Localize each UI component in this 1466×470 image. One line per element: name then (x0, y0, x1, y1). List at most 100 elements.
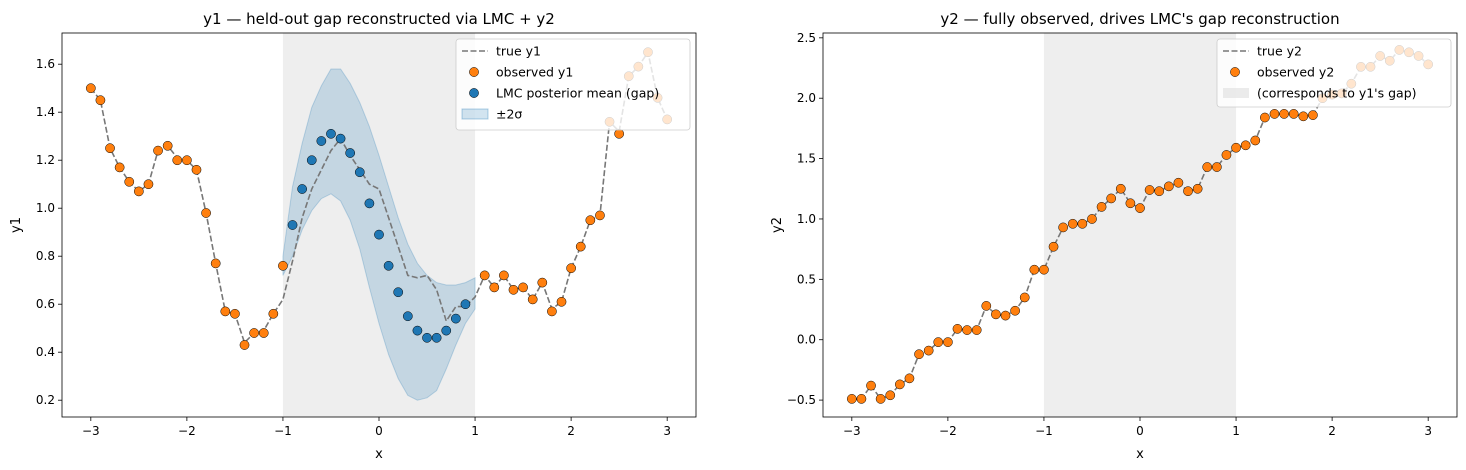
observed-point (875, 394, 886, 404)
y-tick-label: 1.4 (36, 105, 55, 119)
observed-point (1106, 193, 1117, 204)
observed-point (162, 140, 173, 151)
observed-point (614, 128, 625, 139)
observed-point (991, 309, 1001, 320)
observed-point (239, 340, 250, 350)
observed-point (846, 394, 857, 404)
observed-point (595, 210, 605, 221)
y-tick-label: 1.5 (797, 152, 816, 166)
lmc-mean-point (354, 167, 365, 178)
observed-point (1298, 111, 1309, 122)
observed-point (85, 83, 96, 94)
x-axis-label: x (1136, 447, 1144, 462)
observed-point (1058, 222, 1069, 233)
lmc-mean-point (287, 220, 298, 230)
lmc-mean-point (431, 332, 442, 343)
chart-title: y2 — fully observed, drives LMC's gap re… (940, 10, 1339, 28)
observed-point (182, 155, 192, 166)
observed-point (923, 345, 934, 356)
observed-point (153, 145, 163, 156)
y-tick-label: 1.6 (36, 57, 55, 71)
observed-point (943, 337, 953, 347)
y-tick-label: −0.5 (787, 393, 816, 407)
lmc-mean-point (374, 229, 384, 240)
x-tick-label: −3 (843, 424, 861, 438)
observed-point (1173, 177, 1184, 188)
lmc-mean-point (316, 136, 327, 146)
legend-label: ±2σ (496, 107, 522, 122)
observed-point (1154, 186, 1165, 197)
observed-point (1135, 203, 1145, 213)
observed-point (499, 270, 509, 281)
observed-point (258, 328, 269, 338)
observed-point (971, 325, 982, 335)
y-tick-label: 1.0 (797, 212, 816, 226)
legend-label: LMC posterior mean (gap) (496, 86, 659, 101)
observed-point (1010, 305, 1020, 316)
observed-point (1087, 214, 1097, 224)
observed-point (1221, 150, 1232, 160)
observed-point (1077, 218, 1088, 229)
legend: true y2 observed y2 (corresponds to y1's g… (1216, 38, 1452, 108)
observed-point (856, 394, 867, 404)
observed-point (191, 164, 202, 175)
observed-point (566, 263, 576, 274)
x-tick-label: −1 (1035, 424, 1053, 438)
y-tick-label: 1.0 (36, 201, 55, 215)
observed-point (1288, 109, 1299, 119)
y-tick-label: 0.4 (36, 345, 55, 359)
observed-point (1096, 202, 1107, 212)
observed-point (268, 308, 279, 319)
lmc-mean-point (383, 260, 394, 271)
observed-point (1144, 185, 1155, 195)
observed-point (527, 294, 538, 305)
observed-point (172, 155, 183, 166)
lmc-mean-point (306, 155, 317, 166)
x-tick-label: 1 (471, 424, 479, 438)
x-tick-label: 3 (1424, 424, 1432, 438)
observed-point (508, 284, 519, 295)
observed-point (201, 208, 211, 218)
observed-point (143, 179, 154, 190)
observed-point (249, 328, 259, 338)
observed-point (894, 379, 905, 390)
x-tick-label: −1 (274, 424, 292, 438)
observed-point (1240, 140, 1251, 151)
observed-point (1192, 183, 1203, 194)
observed-point (1250, 135, 1261, 146)
chart-title: y1 — held-out gap reconstructed via LMC … (203, 10, 555, 28)
observed-point (278, 260, 288, 271)
observed-point (885, 390, 896, 401)
lmc-mean-point (450, 313, 461, 324)
y-tick-label: 0.0 (797, 333, 816, 347)
observed-point (1211, 162, 1222, 172)
legend-label: true y1 (496, 44, 541, 59)
observed-point (585, 215, 596, 226)
observed-point (575, 241, 586, 252)
observed-point (914, 349, 924, 360)
gap-region-shade (282, 33, 476, 417)
legend-box (455, 38, 691, 131)
x-tick-label: −2 (178, 424, 196, 438)
lmc-mean-point (412, 325, 423, 336)
y-tick-label: 0.8 (36, 249, 55, 263)
observed-point (547, 306, 557, 317)
y-tick-label: 0.5 (797, 272, 816, 286)
observed-point (904, 373, 915, 384)
legend-box (1216, 38, 1452, 108)
observed-point (210, 258, 221, 269)
observed-point (489, 282, 500, 293)
legend-label: observed y2 (1257, 65, 1334, 80)
observed-point (1202, 162, 1213, 172)
legend: true y1 observed y1 LMC posterior mean (ga… (455, 38, 691, 131)
y-tick-label: 2.0 (797, 91, 816, 105)
observed-point (952, 323, 963, 334)
legend-label: observed y1 (496, 65, 573, 80)
x-tick-label: 0 (1136, 424, 1144, 438)
observed-point (1039, 264, 1049, 275)
chart-panel-y2: −3 −2 −1 0 1 2 3 −0.5 0.0 0.5 1.0 1.5 2.0 2.5 x y2 y2 — … (770, 10, 1458, 462)
lmc-mean-point (364, 198, 375, 209)
lmc-mean-point (345, 148, 356, 158)
lmc-mean-point (460, 299, 471, 310)
